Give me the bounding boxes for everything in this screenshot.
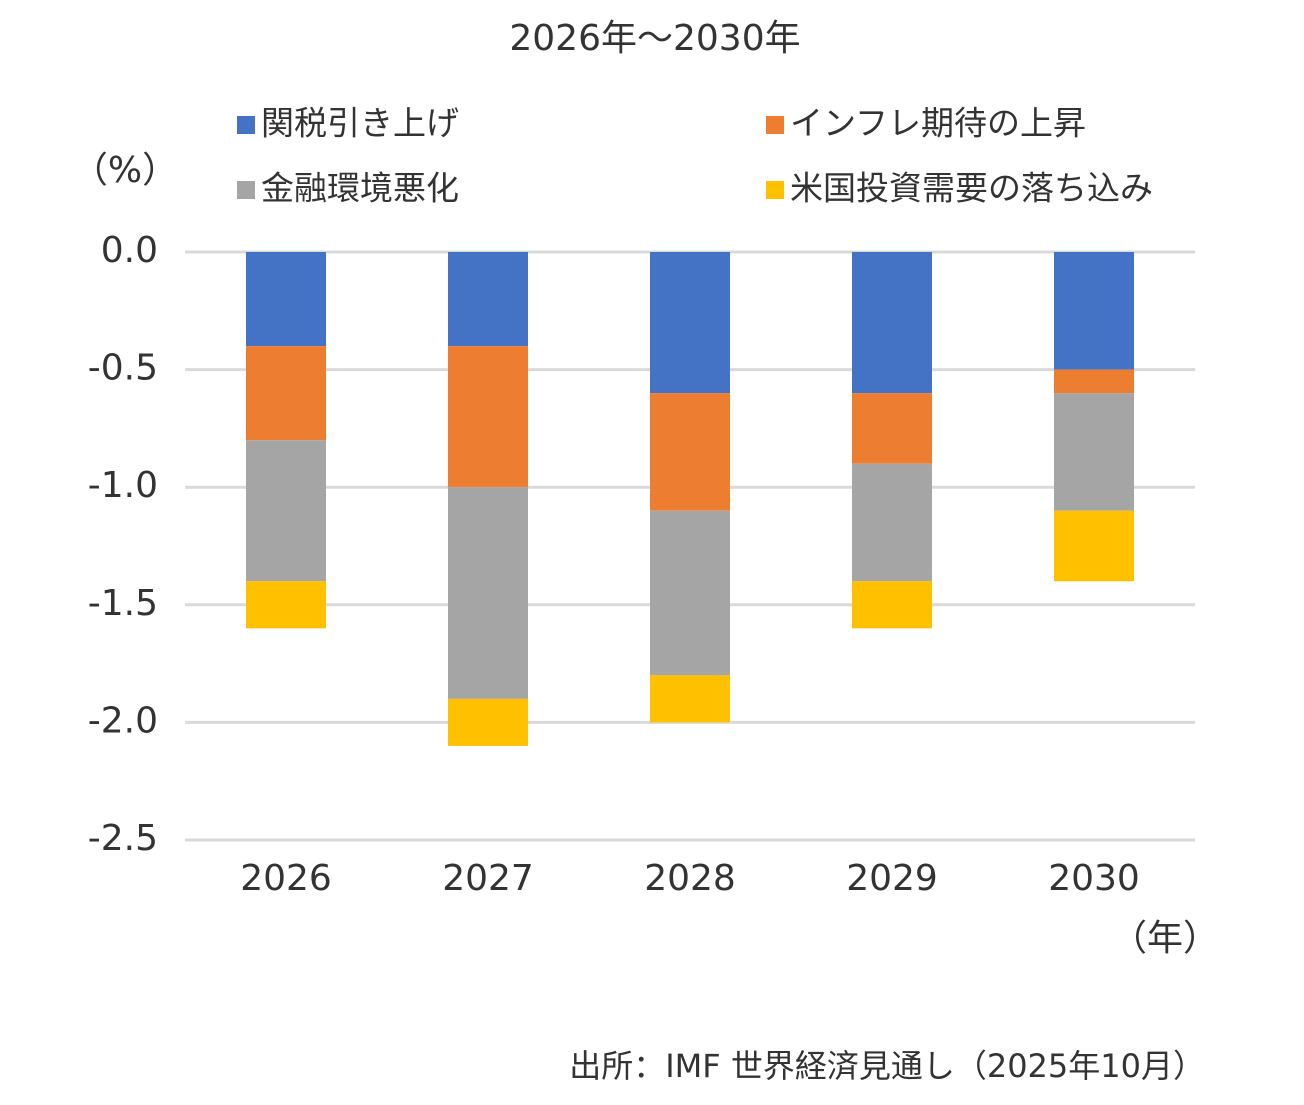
x-tick-label: 2030 — [1048, 858, 1140, 899]
bar-segment — [852, 252, 932, 394]
bar-segment — [852, 463, 932, 582]
x-tick-label: 2028 — [644, 858, 736, 899]
bar-segment — [1054, 369, 1134, 394]
x-axis-label: （年） — [1111, 918, 1219, 959]
y-tick-label: -0.5 — [88, 348, 158, 389]
legend-label: 米国投資需要の落ち込み — [790, 169, 1153, 208]
legend-label: 金融環境悪化 — [261, 169, 459, 208]
bar-segment — [246, 252, 326, 347]
bar-segment — [448, 698, 528, 746]
bar-segment — [852, 581, 932, 629]
bar-segment — [1054, 393, 1134, 511]
bar-segment — [650, 675, 730, 723]
x-tick-label: 2026 — [240, 858, 332, 899]
legend-swatch — [237, 116, 255, 134]
bar-segment — [246, 581, 326, 629]
bar-segment — [448, 346, 528, 488]
bar-segment — [246, 346, 326, 441]
legend-label: インフレ期待の上昇 — [790, 104, 1086, 143]
y-axis-label: （%） — [72, 150, 178, 191]
bar-segment — [650, 393, 730, 511]
bar-segment — [246, 440, 326, 582]
legend-label: 関税引き上げ — [261, 104, 459, 143]
y-tick-label: -1.5 — [88, 583, 158, 624]
bar-segment — [1054, 510, 1134, 582]
bar-segment — [448, 487, 528, 699]
bar-segment — [650, 510, 730, 676]
source: 出所：IMF 世界経済見通し（2025年10月） — [569, 1047, 1205, 1085]
bar-segment — [1054, 252, 1134, 370]
legend-swatch — [237, 181, 255, 199]
y-tick-label: -1.0 — [88, 465, 158, 506]
bar-segment — [448, 252, 528, 347]
chart-title: 2026年～2030年 — [509, 18, 800, 59]
legend-swatch — [766, 116, 784, 134]
x-tick-label: 2027 — [442, 858, 534, 899]
x-tick-label: 2029 — [846, 858, 938, 899]
legend-swatch — [766, 181, 784, 199]
y-tick-label: -2.0 — [88, 700, 158, 741]
y-tick-label: -2.5 — [88, 818, 158, 859]
bar-segment — [650, 252, 730, 394]
y-tick-label: 0.0 — [101, 230, 158, 271]
bar-segment — [852, 393, 932, 464]
